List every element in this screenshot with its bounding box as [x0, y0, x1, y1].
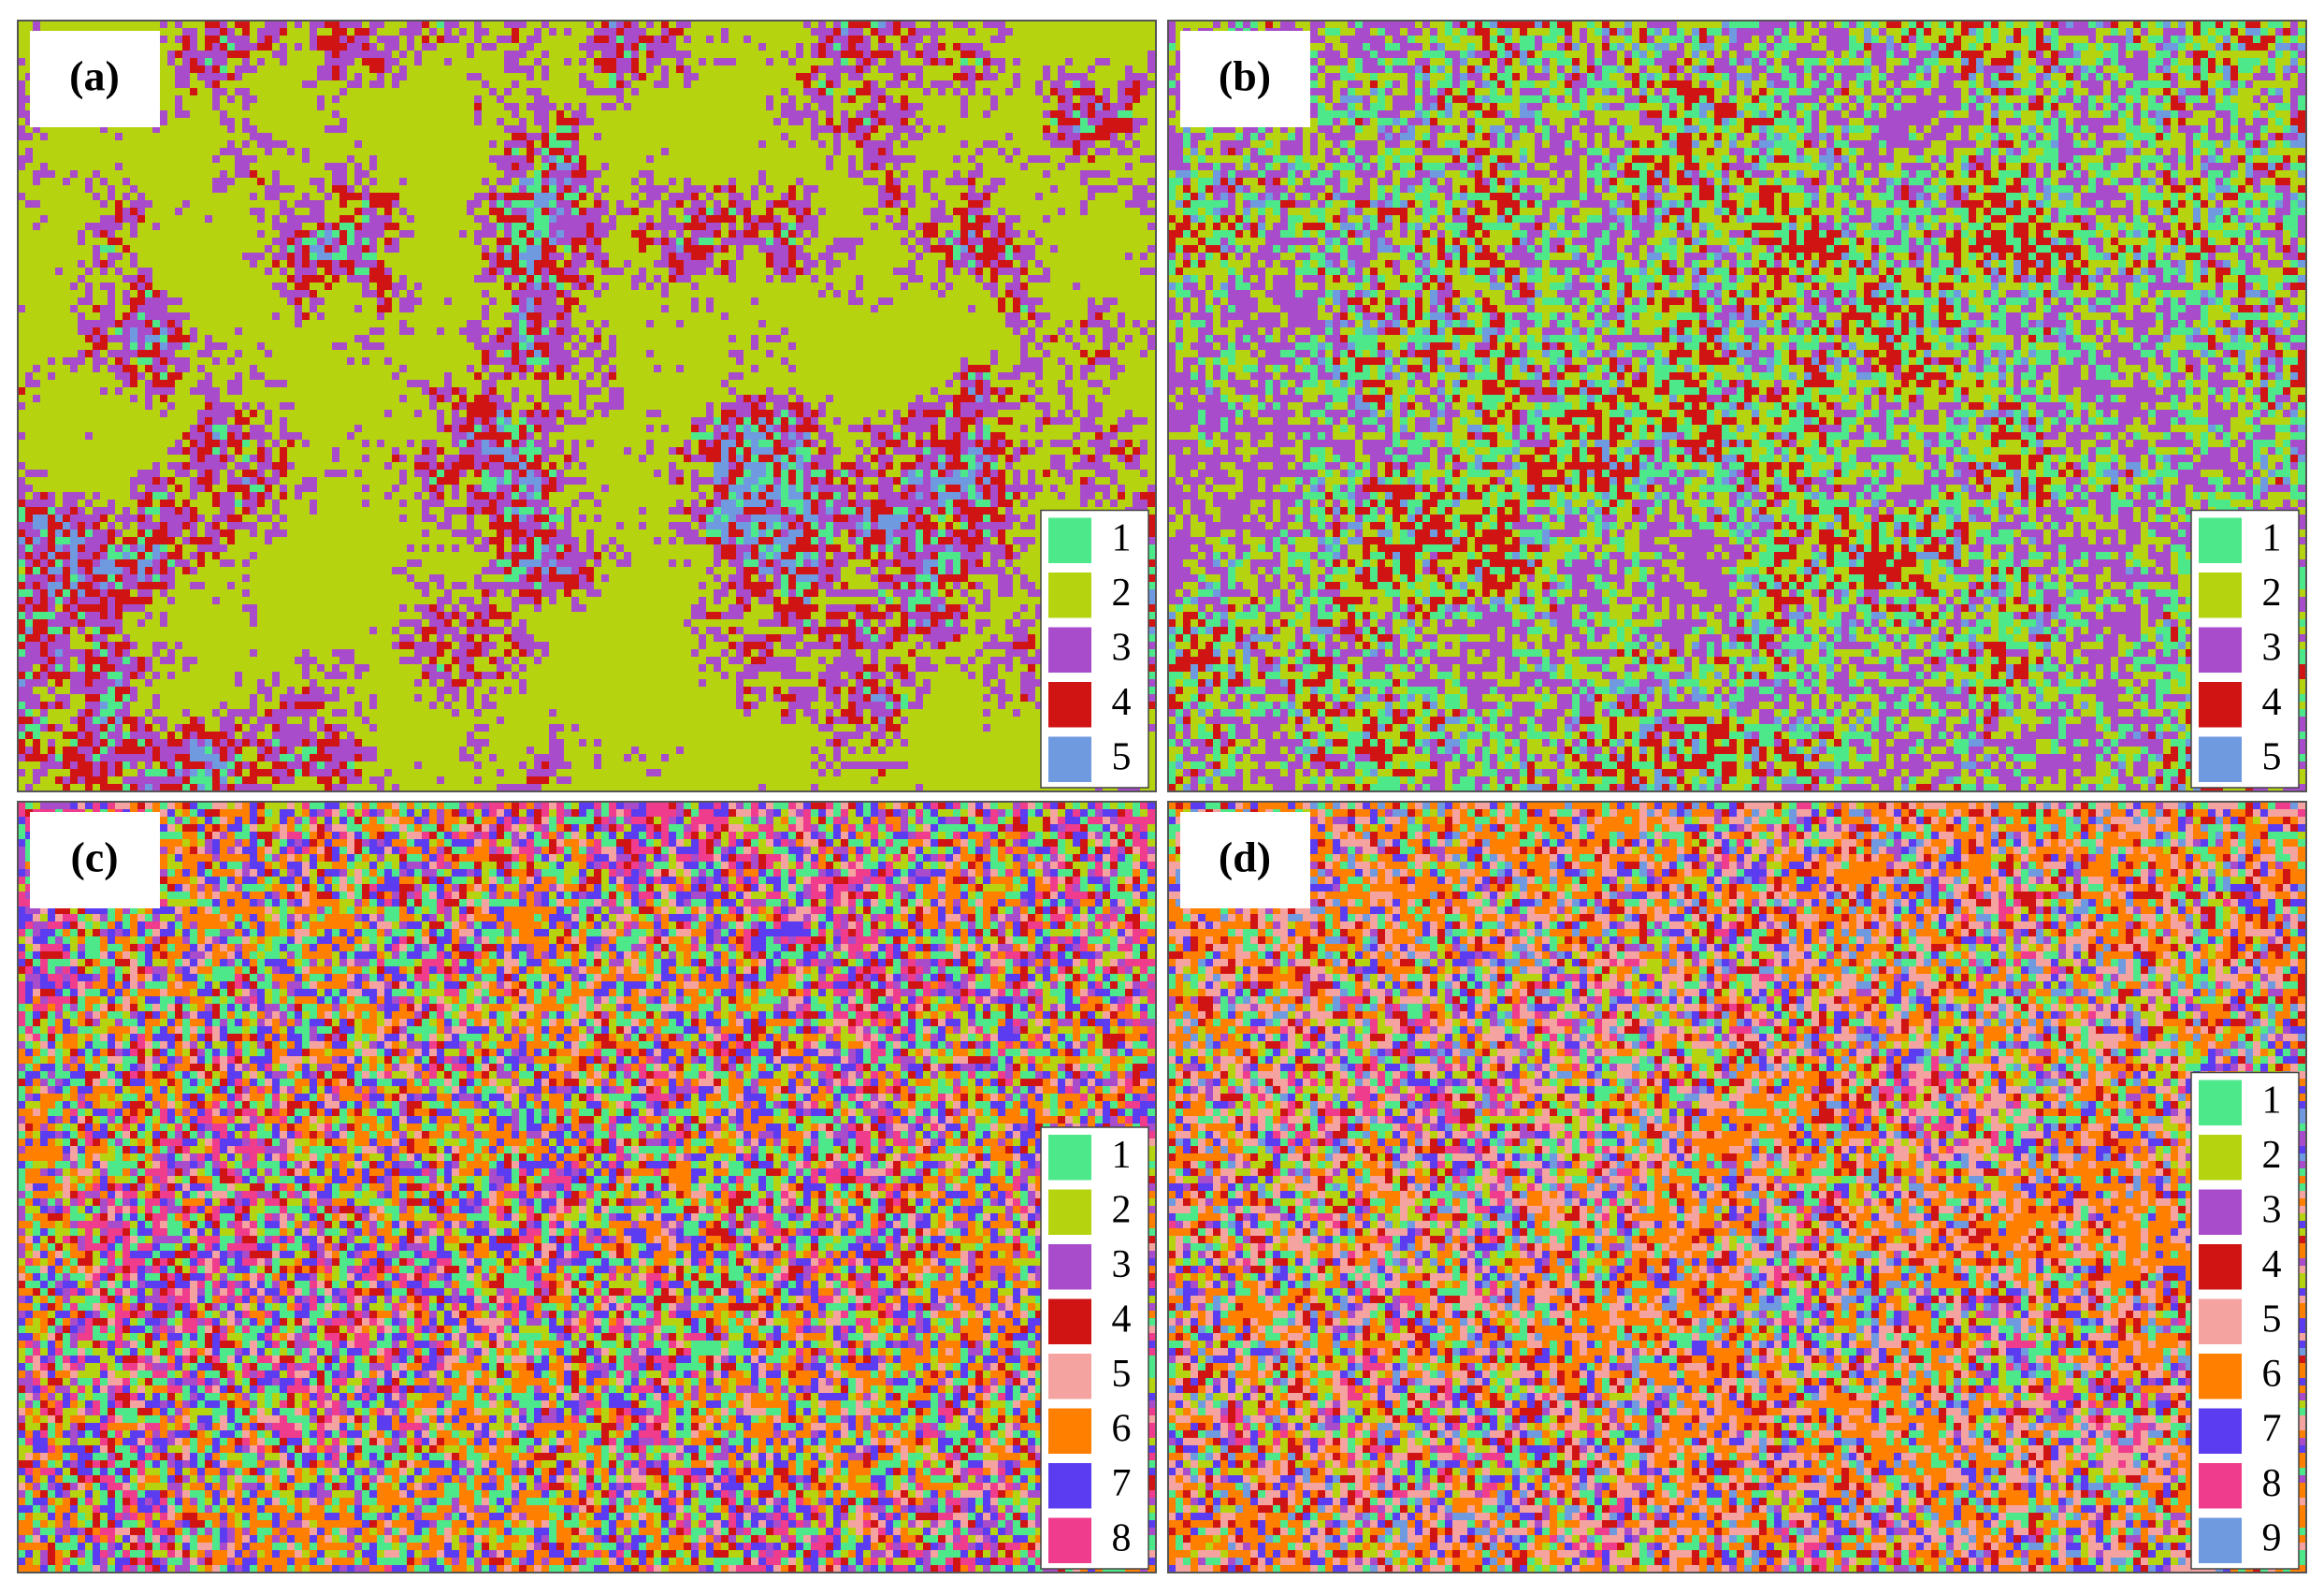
- legend-label: 7: [2262, 1407, 2282, 1450]
- panel-label-box: [1180, 31, 1310, 127]
- panel-border: [1167, 20, 2307, 792]
- class-region: [18, 802, 1156, 1573]
- legend-swatch: [1048, 1298, 1091, 1344]
- legend-swatch: [2199, 1463, 2242, 1509]
- legend-swatch: [1048, 1354, 1091, 1399]
- class-region: [18, 802, 1156, 1573]
- class-region: [18, 21, 1156, 791]
- class-region: [1168, 21, 2306, 791]
- class-region: [1168, 802, 2306, 1573]
- panel-border: [17, 801, 1157, 1573]
- legend-swatch: [1048, 627, 1091, 673]
- panel-border: [1167, 801, 2307, 1573]
- legend-swatch: [1048, 1463, 1091, 1509]
- legend-label: 5: [2262, 1298, 2282, 1341]
- legend-swatch: [1048, 1517, 1091, 1563]
- legend-label: 9: [2262, 1516, 2282, 1559]
- panel-label-box: [1180, 812, 1310, 908]
- legend-swatch: [2199, 573, 2242, 618]
- legend-label: 2: [1112, 572, 1132, 615]
- legend-label: 6: [2262, 1353, 2282, 1396]
- class-region: [1168, 21, 2306, 791]
- legend-label: 5: [1112, 735, 1132, 778]
- legend-swatch: [1048, 736, 1091, 782]
- legend-label: 3: [2262, 1188, 2282, 1231]
- legend-label: 6: [1112, 1407, 1132, 1450]
- legend-label: 1: [2262, 516, 2282, 559]
- panel-label: (d): [1219, 834, 1271, 881]
- legend-swatch: [1048, 573, 1091, 618]
- legend-swatch: [2199, 517, 2242, 563]
- legend-label: 3: [1112, 1243, 1132, 1286]
- panel-label: (a): [69, 52, 120, 100]
- panel-label-box: [30, 31, 160, 127]
- legend-swatch: [2199, 627, 2242, 673]
- legend-label: 8: [1112, 1516, 1132, 1559]
- map-panel: (a) 1 2 3 4 5: [17, 20, 1157, 792]
- legend-swatch: [1048, 1244, 1091, 1290]
- legend-swatch: [2199, 1354, 2242, 1399]
- class-region: [18, 802, 1156, 1573]
- class-region: [1168, 802, 2306, 1573]
- legend-label: 3: [2262, 626, 2282, 669]
- legend-label: 1: [1112, 1134, 1132, 1177]
- legend-swatch: [1048, 1408, 1091, 1454]
- legend-label: 4: [1112, 1298, 1132, 1341]
- legend-swatch: [2199, 1189, 2242, 1235]
- class-region: [18, 802, 1156, 1573]
- legend-label: 1: [2262, 1079, 2282, 1122]
- legend-label: 8: [2262, 1462, 2282, 1505]
- class-region: [1168, 802, 2306, 1573]
- legend-swatch: [1048, 682, 1091, 728]
- legend-label: 2: [1112, 1188, 1132, 1231]
- class-region: [1168, 21, 2306, 791]
- legend-label: 2: [2262, 1134, 2282, 1177]
- legend-label: 5: [2262, 735, 2282, 778]
- class-region: [1168, 802, 2306, 1573]
- legend-label: 4: [1112, 681, 1132, 724]
- class-region: [18, 802, 1156, 1573]
- legend-swatch: [2199, 1080, 2242, 1125]
- map-panel: (d) 1 2 3 4 5 6 7 8 9: [1167, 801, 2307, 1573]
- class-region: [1168, 21, 2306, 791]
- legend-label: 4: [2262, 681, 2282, 724]
- legend-swatch: [1048, 1189, 1091, 1235]
- legend-swatch: [1048, 517, 1091, 563]
- map-panel: (c) 1 2 3 4 5 6 7 8: [17, 801, 1157, 1573]
- legend-label: 4: [2262, 1243, 2282, 1286]
- class-region: [18, 802, 1156, 1573]
- legend-swatch: [2199, 736, 2242, 782]
- panel-label: (c): [70, 834, 118, 881]
- legend-label: 7: [1112, 1462, 1132, 1505]
- legend-swatch: [2199, 1244, 2242, 1290]
- legend-swatch: [2199, 682, 2242, 728]
- legend-swatch: [2199, 1298, 2242, 1344]
- map-panel: (b) 1 2 3 4 5: [1167, 20, 2307, 792]
- legend-label: 1: [1112, 516, 1132, 559]
- legend-swatch: [2199, 1135, 2242, 1181]
- legend-label: 2: [2262, 572, 2282, 615]
- panel-label: (b): [1219, 52, 1271, 100]
- panel-border: [17, 20, 1157, 792]
- class-region: [1168, 802, 2306, 1573]
- legend-swatch: [1048, 1135, 1091, 1181]
- legend-swatch: [2199, 1408, 2242, 1454]
- class-region: [18, 21, 1156, 791]
- legend-swatch: [2199, 1517, 2242, 1563]
- legend-label: 5: [1112, 1353, 1132, 1396]
- panel-label-box: [30, 812, 160, 908]
- legend-label: 3: [1112, 626, 1132, 669]
